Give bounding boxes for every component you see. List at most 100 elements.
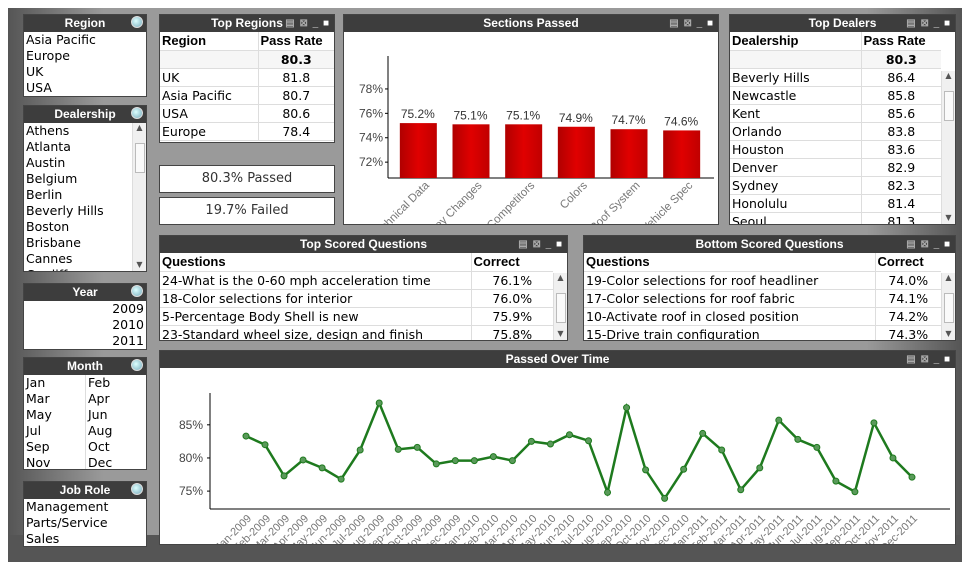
data-point[interactable] [908,473,916,481]
listbox-month[interactable]: Month Jan Feb Mar Apr May Jun Jul Aug Sep Oct Nov De… [23,357,147,470]
data-point[interactable] [756,464,764,472]
listbox-region[interactable]: Region Asia Pacific Europe UK USA [23,14,147,97]
table-row[interactable]: 5-Percentage Body Shell is new 75.9% [160,307,553,326]
window-controls[interactable]: ▤ ⊠ _ ■ [906,18,951,29]
window-controls[interactable]: ▤ ⊠ _ ■ [906,354,951,365]
scrollbar[interactable]: ▲ ▼ [941,71,955,224]
data-point[interactable] [413,443,421,451]
search-icon[interactable] [131,107,143,119]
bar-roof-system[interactable] [610,129,648,178]
data-point[interactable] [261,441,269,449]
data-point[interactable] [356,446,364,454]
data-point[interactable] [565,431,573,439]
list-item[interactable]: Management [26,499,109,514]
list-item[interactable]: Jun [88,407,108,422]
data-point[interactable] [623,404,631,412]
data-point[interactable] [242,432,250,440]
list-item[interactable]: Beverly Hills [26,203,104,218]
data-point[interactable] [527,437,535,445]
bar-key-changes[interactable] [452,124,490,178]
data-point[interactable] [489,453,497,461]
list-item[interactable]: Dec [88,455,113,470]
table-row[interactable]: Denver 82.9 [730,158,941,177]
search-icon[interactable] [131,359,143,371]
table-row[interactable]: 10-Activate roof in closed position 74.2% [584,307,941,326]
list-item[interactable]: 2009 [112,301,144,316]
list-item[interactable]: UK [26,64,44,79]
data-point[interactable] [661,494,669,502]
data-point[interactable] [451,457,459,465]
list-item[interactable]: Nov [24,455,86,469]
list-item[interactable]: Parts/Service [26,515,108,530]
list-item[interactable]: Cannes [26,251,73,266]
list-item[interactable]: 2010 [112,317,144,332]
scrollbar[interactable]: ▲ ▼ [553,273,567,340]
table-row[interactable]: Houston 83.6 [730,140,941,159]
column-header[interactable]: Pass Rate [257,32,334,51]
data-point[interactable] [280,472,288,480]
window-controls[interactable]: ▤ ⊠ _ ■ [906,239,951,250]
list-item[interactable]: Austin [26,155,66,170]
data-point[interactable] [642,466,650,474]
list-item[interactable]: Oct [88,439,110,454]
data-point[interactable] [375,399,383,407]
table-row[interactable]: UK 81.8 [160,68,334,87]
window-controls[interactable]: ▤ ⊠ _ ■ [669,18,714,29]
list-item[interactable]: Athens [26,123,70,138]
table-row[interactable]: 17-Color selections for roof fabric 74.1% [584,289,941,308]
list-item[interactable]: Sales [26,531,60,546]
data-point[interactable] [889,454,897,462]
table-row[interactable]: 23-Standard wheel size, design and finis… [160,325,553,340]
list-item[interactable]: Asia Pacific [26,32,96,47]
bar-colors[interactable] [557,126,595,178]
table-row[interactable]: 24-What is the 0-60 mph acceleration tim… [160,271,553,290]
data-point[interactable] [394,445,402,453]
column-header[interactable]: Dealership [730,32,861,51]
column-header[interactable]: Pass Rate [860,32,941,51]
listbox-year[interactable]: Year 2009 2010 2011 [23,283,147,350]
data-point[interactable] [851,488,859,496]
data-point[interactable] [699,429,707,437]
table-row[interactable]: 18-Color selections for interior 76.0% [160,289,553,308]
bar-vehicle-spec[interactable] [663,130,701,178]
column-header[interactable]: Region [160,32,258,51]
list-item[interactable]: Jul [24,423,86,439]
list-item[interactable]: Aug [88,423,113,438]
data-point[interactable] [546,440,554,448]
table-row[interactable]: Seoul 81.3 [730,212,941,224]
table-row[interactable]: Honolulu 81.4 [730,194,941,213]
data-point[interactable] [737,486,745,494]
list-item[interactable]: Atlanta [26,139,71,154]
table-row[interactable]: Beverly Hills 86.4 [730,68,941,87]
window-controls[interactable]: ▤ ⊠ _ ■ [518,239,563,250]
bar-competitors[interactable] [505,124,543,178]
list-item[interactable]: Sep [24,439,86,455]
table-row[interactable]: Newcastle 85.8 [730,86,941,105]
data-point[interactable] [432,460,440,468]
table-row[interactable]: Asia Pacific 80.7 [160,86,334,105]
data-point[interactable] [299,456,307,464]
data-point[interactable] [585,437,593,445]
table-row[interactable]: Europe 78.4 [160,122,334,141]
data-point[interactable] [832,477,840,485]
search-icon[interactable] [131,285,143,297]
table-row[interactable]: 19-Color selections for roof headliner 74… [584,271,941,290]
table-row[interactable]: Sydney 82.3 [730,176,941,195]
data-point[interactable] [794,435,802,443]
list-item[interactable]: Brisbane [26,235,81,250]
window-controls[interactable]: ▤ ⊠ _ ■ [285,18,330,29]
search-icon[interactable] [131,16,143,28]
data-point[interactable] [718,446,726,454]
data-point[interactable] [470,457,478,465]
data-point[interactable] [680,465,688,473]
list-item[interactable]: Europe [26,48,70,63]
list-item[interactable]: Mar [24,391,86,407]
list-item[interactable]: Jan [24,375,86,391]
column-header[interactable]: Questions [584,253,875,272]
list-item[interactable]: Apr [88,391,110,406]
data-point[interactable] [604,488,612,496]
data-point[interactable] [775,416,783,424]
list-item[interactable]: Berlin [26,187,63,202]
list-item[interactable]: Feb [88,375,111,390]
data-point[interactable] [870,419,878,427]
